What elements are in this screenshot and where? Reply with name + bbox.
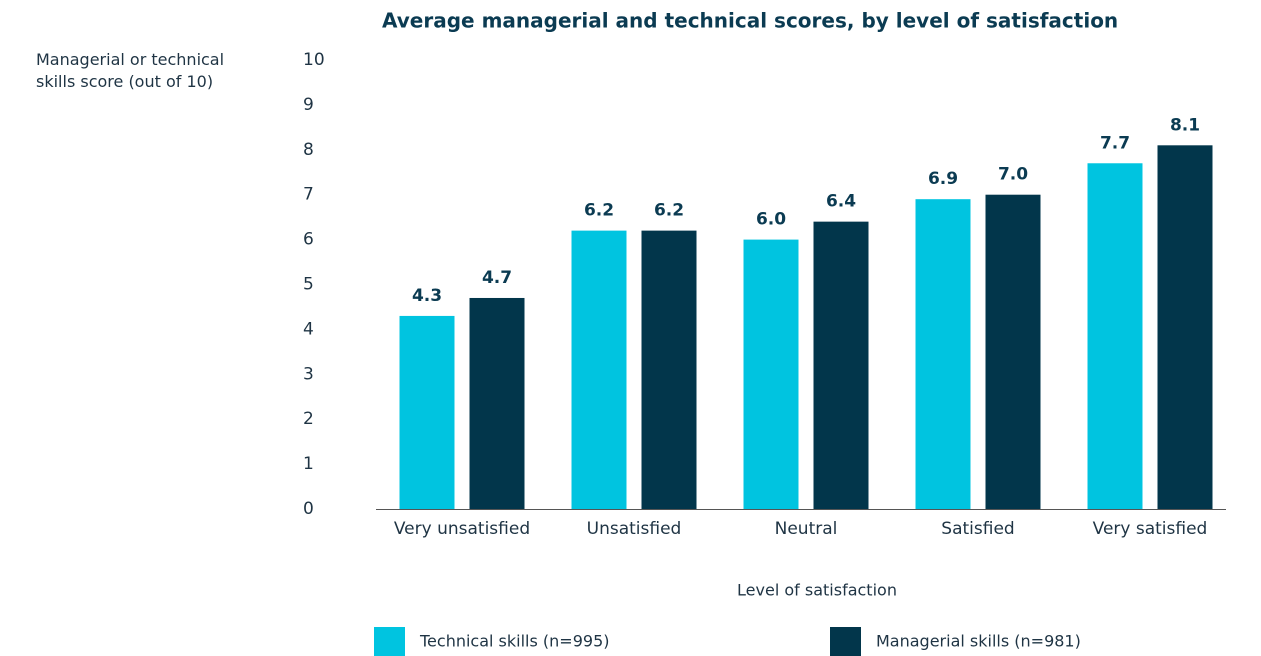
y-tick-label: 8 bbox=[303, 140, 314, 160]
y-tick-label: 7 bbox=[303, 185, 314, 205]
data-label: 6.9 bbox=[928, 169, 958, 189]
legend-label: Technical skills (n=995) bbox=[419, 632, 609, 651]
x-axis-label: Level of satisfaction bbox=[737, 581, 897, 600]
y-tick-label: 3 bbox=[303, 364, 314, 384]
legend-label: Managerial skills (n=981) bbox=[876, 632, 1081, 651]
data-label: 7.0 bbox=[998, 165, 1028, 185]
bar bbox=[915, 199, 971, 509]
bar bbox=[641, 230, 697, 509]
data-label: 4.3 bbox=[412, 286, 442, 306]
data-label: 7.7 bbox=[1100, 133, 1130, 153]
y-tick-label: 0 bbox=[303, 499, 314, 519]
legend-swatch bbox=[830, 627, 861, 656]
data-label: 6.0 bbox=[756, 210, 786, 230]
x-tick-label: Unsatisfied bbox=[587, 519, 682, 539]
bar bbox=[399, 315, 455, 509]
x-tick-label: Satisfied bbox=[941, 519, 1014, 539]
x-tick-label: Very satisfied bbox=[1093, 519, 1208, 539]
y-tick-label: 5 bbox=[303, 275, 314, 295]
y-tick-label: 10 bbox=[303, 50, 325, 70]
data-label: 6.2 bbox=[584, 201, 614, 221]
bar bbox=[571, 230, 627, 509]
chart-title: Average managerial and technical scores,… bbox=[382, 9, 1118, 33]
y-tick-label: 9 bbox=[303, 95, 314, 115]
y-tick-label: 1 bbox=[303, 454, 314, 474]
data-label: 8.1 bbox=[1170, 115, 1200, 135]
y-tick-label: 4 bbox=[303, 319, 314, 339]
bar bbox=[985, 194, 1041, 509]
bar bbox=[813, 221, 869, 509]
data-label: 6.2 bbox=[654, 201, 684, 221]
y-tick-label: 6 bbox=[303, 230, 314, 250]
x-tick-label: Very unsatisfied bbox=[394, 519, 530, 539]
bar bbox=[1087, 163, 1143, 509]
bar bbox=[743, 239, 799, 509]
legend-swatch bbox=[374, 627, 405, 656]
bar bbox=[1157, 145, 1213, 509]
y-axis-label: Managerial or technical skills score (ou… bbox=[36, 50, 225, 91]
x-tick-label: Neutral bbox=[775, 519, 838, 539]
y-tick-label: 2 bbox=[303, 409, 314, 429]
data-label: 4.7 bbox=[482, 268, 512, 288]
bar bbox=[469, 297, 525, 509]
data-label: 6.4 bbox=[826, 192, 856, 212]
